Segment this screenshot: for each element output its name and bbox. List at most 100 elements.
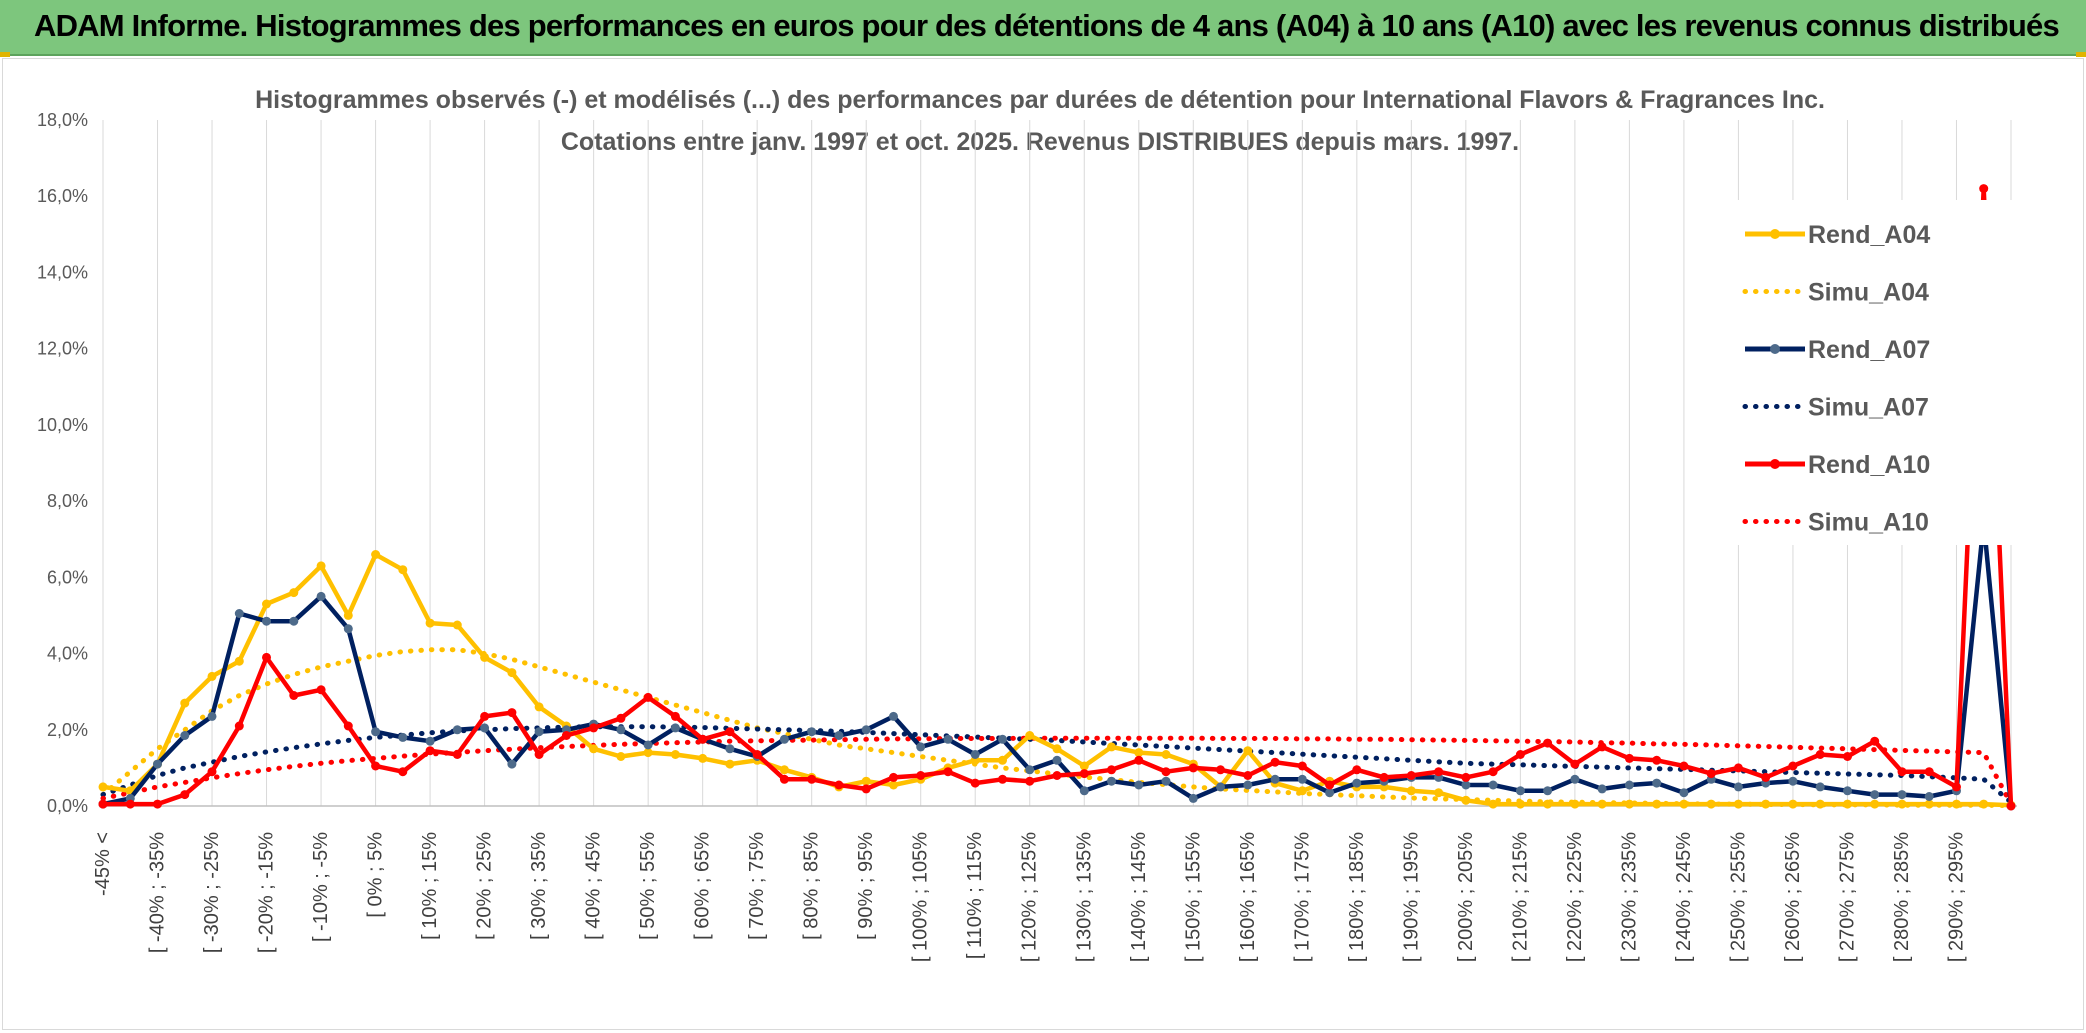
data-point	[1543, 786, 1553, 796]
data-point	[1979, 799, 1989, 809]
legend-item-Rend_A04: Rend_A04	[1745, 221, 1930, 249]
data-point	[1161, 776, 1171, 786]
data-point	[616, 713, 626, 723]
data-point	[425, 736, 435, 746]
data-point	[1952, 799, 1961, 809]
x-tick-label: [ -20% ; -15%	[256, 832, 278, 953]
data-point	[1461, 772, 1471, 782]
data-point	[889, 780, 898, 790]
data-point	[534, 702, 544, 712]
x-tick-label: [ 120% ; 125%	[1019, 832, 1041, 962]
y-tick-label: 16,0%	[37, 186, 88, 206]
data-point	[616, 752, 626, 761]
data-point	[670, 711, 680, 721]
x-tick-label: [ 240% ; 245%	[1673, 832, 1695, 962]
data-point	[643, 740, 653, 750]
data-point	[371, 761, 381, 771]
data-point	[1134, 748, 1144, 758]
data-point	[1052, 744, 1062, 754]
x-axis: -45% < [ -40% ; -35% [ -30% ; -25% [ -20% ;…	[92, 832, 1967, 962]
data-point	[1325, 788, 1335, 798]
data-point	[1270, 757, 1280, 767]
data-point	[998, 774, 1007, 784]
data-point	[534, 750, 544, 759]
data-point	[1788, 799, 1798, 809]
y-tick-label: 2,0%	[47, 720, 88, 740]
data-point	[1897, 767, 1907, 777]
data-point	[1761, 772, 1771, 782]
y-tick-label: 6,0%	[47, 567, 88, 587]
x-tick-label: [ 160% ; 165%	[1237, 832, 1259, 962]
data-point	[180, 731, 190, 740]
data-point	[1897, 790, 1907, 800]
data-point	[262, 599, 271, 609]
data-point	[1979, 184, 1989, 194]
data-point	[1843, 786, 1852, 796]
legend-label: Simu_A10	[1808, 509, 1929, 537]
data-point	[452, 725, 462, 735]
data-point	[1815, 782, 1825, 792]
data-point	[1570, 759, 1580, 769]
y-axis: 0,0% 2,0% 4,0% 6,0% 8,0% 10,0% 12,0% 14,0% 16,0%…	[37, 110, 88, 816]
data-point	[343, 624, 353, 634]
data-point	[1570, 774, 1580, 784]
data-point	[1679, 761, 1689, 771]
data-point	[207, 767, 217, 777]
data-point	[889, 772, 898, 782]
data-point	[1515, 786, 1525, 796]
data-point	[1652, 799, 1662, 809]
data-point	[534, 727, 544, 737]
data-point	[1406, 771, 1416, 780]
x-tick-label: [ 100% ; 105%	[910, 832, 932, 962]
data-point	[1624, 799, 1634, 809]
data-point	[507, 759, 517, 769]
data-point	[998, 734, 1007, 744]
x-tick-label: [ 200% ; 205%	[1455, 832, 1477, 962]
data-point	[1706, 799, 1716, 809]
data-point	[316, 591, 326, 601]
data-point	[807, 727, 817, 737]
data-point	[262, 652, 271, 662]
x-tick-label: [ -10% ; -5%	[310, 832, 332, 942]
data-point	[1870, 799, 1880, 809]
data-point	[670, 723, 680, 733]
data-point	[507, 708, 517, 718]
data-point	[425, 746, 435, 756]
data-point	[834, 731, 844, 740]
data-point	[861, 784, 871, 794]
data-point	[316, 685, 326, 695]
data-point	[1679, 799, 1689, 809]
data-point	[1461, 780, 1471, 790]
data-point	[807, 774, 817, 784]
data-point	[289, 588, 299, 598]
series-line	[100, 735, 2014, 807]
x-tick-label: [ 50% ; 55%	[637, 832, 659, 940]
x-tick-label: [ 40% ; 45%	[583, 832, 605, 940]
x-tick-label: [ 230% ; 235%	[1618, 832, 1640, 962]
data-point	[507, 668, 517, 678]
data-point	[1815, 799, 1825, 809]
x-tick-label: [ 280% ; 285%	[1891, 832, 1913, 962]
y-tick-label: 18,0%	[37, 110, 88, 130]
data-point	[1379, 772, 1389, 782]
series-layer	[98, 184, 2016, 811]
data-point	[1924, 792, 1934, 801]
y-tick-label: 14,0%	[37, 262, 88, 282]
legend-label: Simu_A07	[1808, 394, 1929, 422]
legend-marker	[1770, 459, 1780, 469]
data-point	[943, 734, 953, 744]
data-point	[1052, 755, 1062, 765]
data-point	[1679, 788, 1689, 798]
data-point	[371, 727, 381, 737]
data-point	[125, 799, 135, 809]
x-tick-label: [ 80% ; 85%	[801, 832, 823, 940]
data-point	[371, 550, 381, 559]
data-point	[998, 755, 1007, 765]
x-tick-label: [ 170% ; 175%	[1291, 832, 1313, 962]
data-point	[1188, 763, 1198, 773]
data-point	[725, 759, 735, 769]
data-point	[589, 744, 599, 754]
data-point	[1924, 799, 1934, 809]
data-point	[1761, 799, 1771, 809]
